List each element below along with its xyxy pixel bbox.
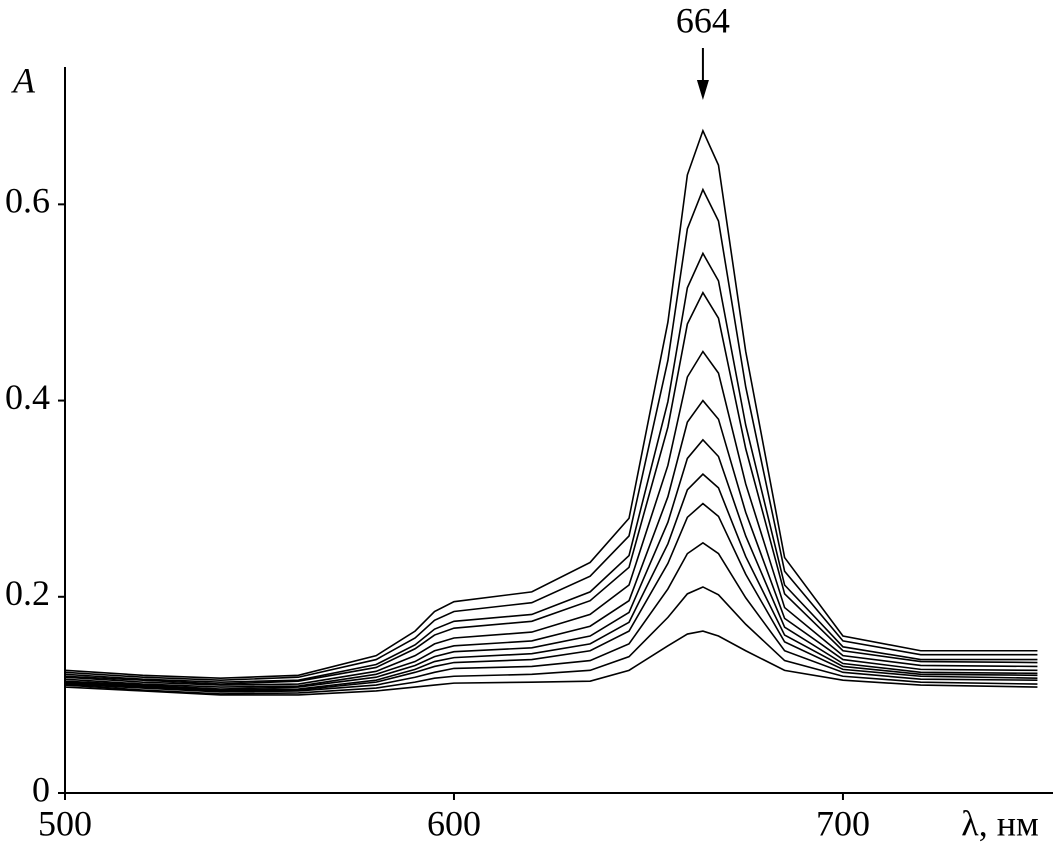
annotation-arrowhead (696, 80, 709, 100)
x-tick-label: 500 (38, 803, 92, 843)
y-tick-label: 0 (32, 769, 50, 809)
spectrum-line (64, 502, 1038, 692)
spectrum-line (64, 473, 1038, 691)
spectrum-line (64, 541, 1038, 693)
spectrum-line (64, 630, 1038, 696)
x-tick-label: 600 (427, 803, 481, 843)
spectrum-line (64, 399, 1038, 688)
y-tick-label: 0.4 (5, 377, 50, 417)
x-tick-label: 700 (816, 803, 870, 843)
spectrum-line (64, 290, 1038, 685)
y-tick-label: 0.6 (5, 181, 50, 221)
x-axis-label: λ, нм (961, 803, 1039, 843)
spectrum-line (64, 128, 1038, 680)
spectrum-line (64, 586, 1038, 695)
spectrum-line (64, 251, 1038, 683)
spectrum-line (64, 438, 1038, 690)
y-tick-label: 0.2 (5, 573, 50, 613)
spectrum-line (64, 187, 1038, 681)
annotation-label: 664 (676, 0, 730, 40)
spectrum-line (64, 350, 1038, 686)
y-axis-label: A (11, 60, 36, 100)
